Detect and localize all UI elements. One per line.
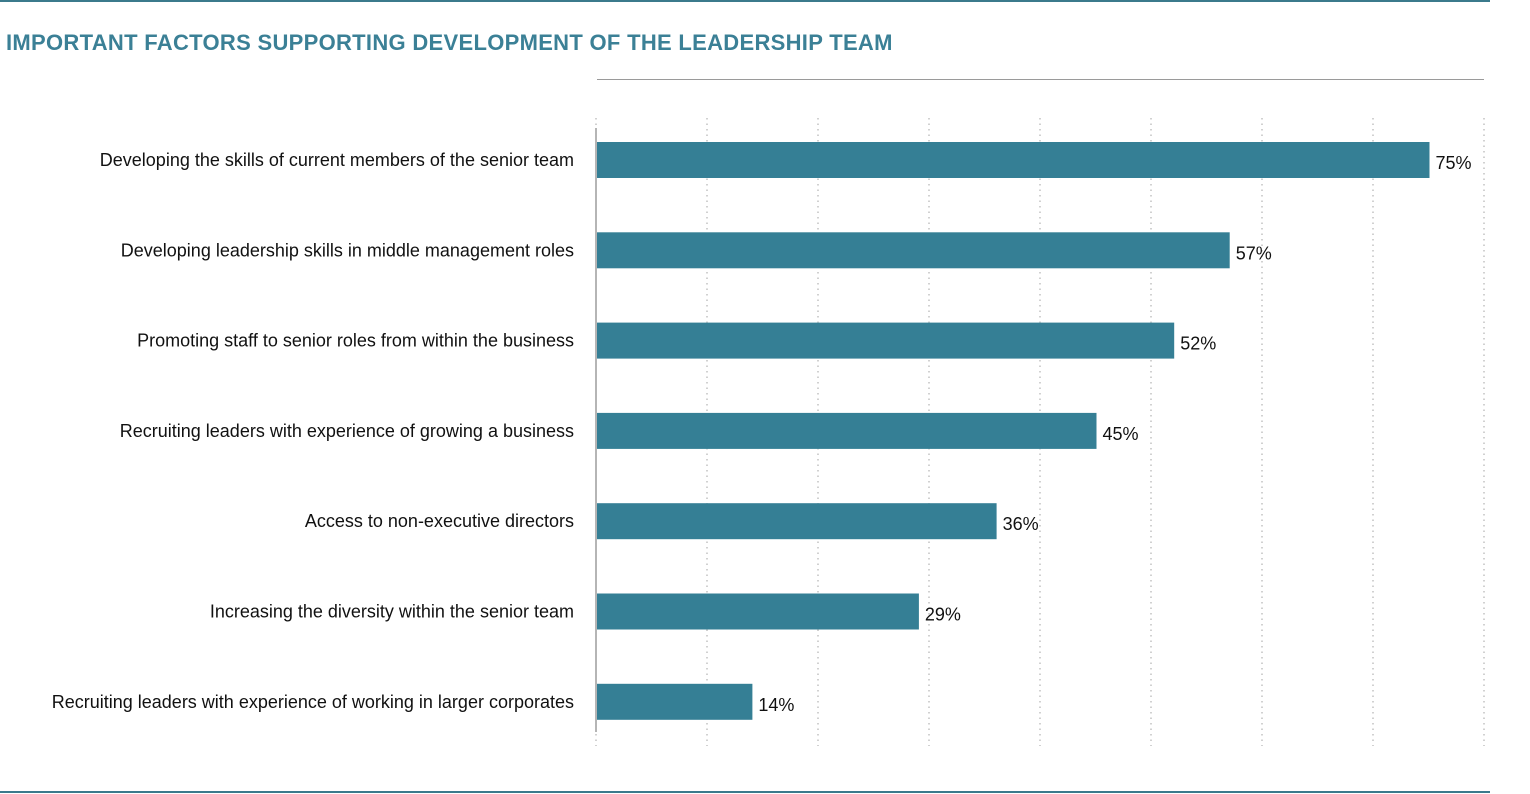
- chart-title: IMPORTANT FACTORS SUPPORTING DEVELOPMENT…: [6, 30, 893, 55]
- category-labels: Developing the skills of current members…: [52, 150, 574, 712]
- category-label: Promoting staff to senior roles from wit…: [137, 331, 574, 351]
- top-rule: [0, 0, 1490, 2]
- bar: [597, 683, 753, 720]
- bar: [597, 142, 1430, 178]
- bar: [597, 503, 997, 540]
- bottom-rule: [0, 791, 1490, 793]
- bar: [597, 322, 1175, 359]
- value-label: 36%: [1003, 514, 1039, 534]
- value-label: 14%: [758, 695, 794, 715]
- value-label: 75%: [1436, 153, 1472, 173]
- value-label: 45%: [1103, 424, 1139, 444]
- bars: [597, 142, 1430, 720]
- value-labels: 75% 57% 52% 45% 36% 29% 14%: [758, 153, 1471, 715]
- bar: [597, 593, 919, 630]
- value-label: 29%: [925, 605, 961, 625]
- category-label: Recruiting leaders with experience of wo…: [52, 692, 574, 712]
- category-label: Access to non-executive directors: [305, 511, 574, 531]
- category-label: Developing the skills of current members…: [100, 150, 574, 170]
- title-rule: [597, 79, 1484, 80]
- bar: [597, 412, 1097, 449]
- category-label: Increasing the diversity within the seni…: [210, 602, 574, 622]
- category-label: Developing leadership skills in middle m…: [121, 240, 574, 260]
- bar: [597, 232, 1230, 269]
- value-label: 52%: [1180, 334, 1216, 354]
- value-label: 57%: [1236, 243, 1272, 263]
- category-label: Recruiting leaders with experience of gr…: [120, 421, 574, 441]
